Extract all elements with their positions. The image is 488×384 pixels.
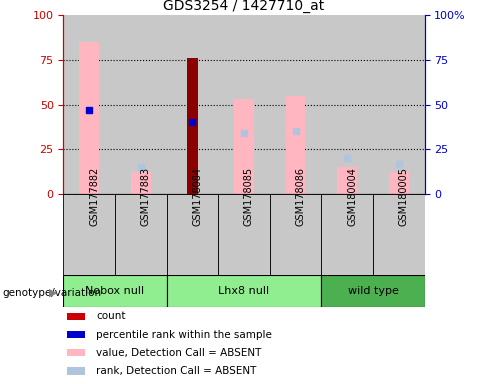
Bar [63, 15, 115, 194]
Bar [373, 194, 425, 275]
Bar [322, 275, 425, 307]
Text: Nobox null: Nobox null [85, 286, 144, 296]
Bar [67, 349, 85, 356]
Text: rank, Detection Call = ABSENT: rank, Detection Call = ABSENT [96, 366, 256, 376]
Bar [322, 194, 373, 275]
Bar [67, 367, 85, 375]
Text: GSM177883: GSM177883 [141, 167, 151, 226]
Text: count: count [96, 311, 125, 321]
Text: value, Detection Call = ABSENT: value, Detection Call = ABSENT [96, 348, 261, 358]
Text: ▶: ▶ [49, 288, 58, 298]
Bar [131, 172, 151, 194]
Bar [389, 172, 408, 194]
Bar [373, 15, 425, 194]
Text: Lhx8 null: Lhx8 null [219, 286, 269, 296]
Bar [166, 194, 218, 275]
Text: GSM177882: GSM177882 [89, 167, 99, 226]
Bar [63, 275, 166, 307]
Text: GSM180004: GSM180004 [347, 167, 357, 226]
Bar [115, 194, 166, 275]
Bar [187, 58, 198, 194]
Text: GSM178085: GSM178085 [244, 167, 254, 226]
Title: GDS3254 / 1427710_at: GDS3254 / 1427710_at [163, 0, 325, 13]
Bar [234, 99, 254, 194]
Bar [322, 15, 373, 194]
Text: percentile rank within the sample: percentile rank within the sample [96, 329, 272, 339]
Bar [218, 15, 270, 194]
Text: GSM178084: GSM178084 [192, 167, 203, 226]
Bar [286, 96, 305, 194]
Bar [270, 15, 322, 194]
Bar [63, 194, 115, 275]
Bar [115, 15, 166, 194]
Bar [166, 275, 322, 307]
Text: GSM178086: GSM178086 [296, 167, 305, 226]
Bar [80, 42, 99, 194]
Text: wild type: wild type [347, 286, 398, 296]
Bar [270, 194, 322, 275]
Bar [166, 15, 218, 194]
Bar [67, 313, 85, 320]
Bar [67, 331, 85, 338]
Bar [337, 167, 357, 194]
Bar [218, 194, 270, 275]
Text: genotype/variation: genotype/variation [2, 288, 102, 298]
Text: GSM180005: GSM180005 [399, 167, 409, 226]
